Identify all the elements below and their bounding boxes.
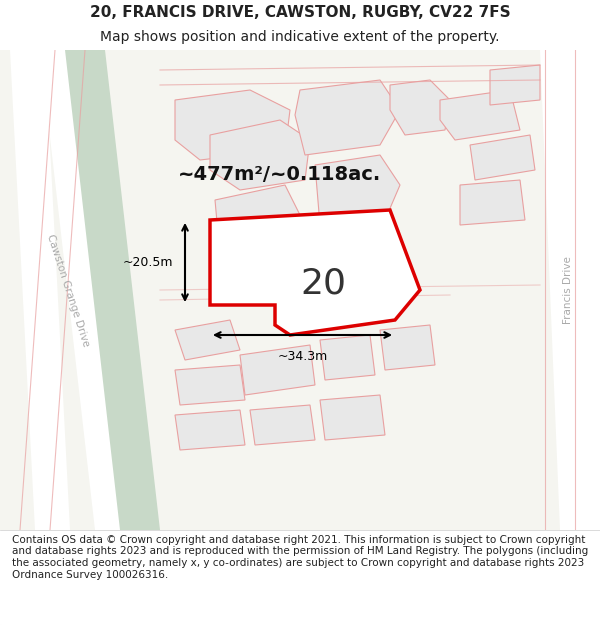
Text: ~477m²/~0.118ac.: ~477m²/~0.118ac.	[178, 166, 382, 184]
Polygon shape	[295, 80, 400, 155]
Text: ~20.5m: ~20.5m	[122, 256, 173, 269]
Polygon shape	[460, 180, 525, 225]
Polygon shape	[540, 50, 600, 530]
Polygon shape	[470, 135, 535, 180]
Polygon shape	[60, 50, 160, 530]
Text: ~34.3m: ~34.3m	[277, 350, 328, 363]
Polygon shape	[210, 120, 310, 190]
Polygon shape	[175, 320, 240, 360]
Text: 20, FRANCIS DRIVE, CAWSTON, RUGBY, CV22 7FS: 20, FRANCIS DRIVE, CAWSTON, RUGBY, CV22 …	[89, 5, 511, 20]
Polygon shape	[175, 410, 245, 450]
Polygon shape	[175, 365, 245, 405]
Polygon shape	[175, 90, 290, 160]
Polygon shape	[440, 90, 520, 140]
Polygon shape	[380, 325, 435, 370]
Polygon shape	[315, 155, 400, 225]
Text: Cawston Grange Drive: Cawston Grange Drive	[45, 232, 91, 348]
Text: Map shows position and indicative extent of the property.: Map shows position and indicative extent…	[100, 31, 500, 44]
Text: 20: 20	[300, 267, 346, 301]
Polygon shape	[210, 210, 420, 335]
Polygon shape	[40, 50, 120, 530]
Text: Francis Drive: Francis Drive	[563, 256, 573, 324]
Polygon shape	[490, 65, 540, 105]
Polygon shape	[10, 50, 70, 530]
Polygon shape	[320, 335, 375, 380]
Text: Contains OS data © Crown copyright and database right 2021. This information is : Contains OS data © Crown copyright and d…	[12, 535, 588, 579]
Polygon shape	[390, 80, 450, 135]
Polygon shape	[250, 405, 315, 445]
Polygon shape	[240, 345, 315, 395]
Polygon shape	[320, 395, 385, 440]
Polygon shape	[215, 185, 300, 255]
